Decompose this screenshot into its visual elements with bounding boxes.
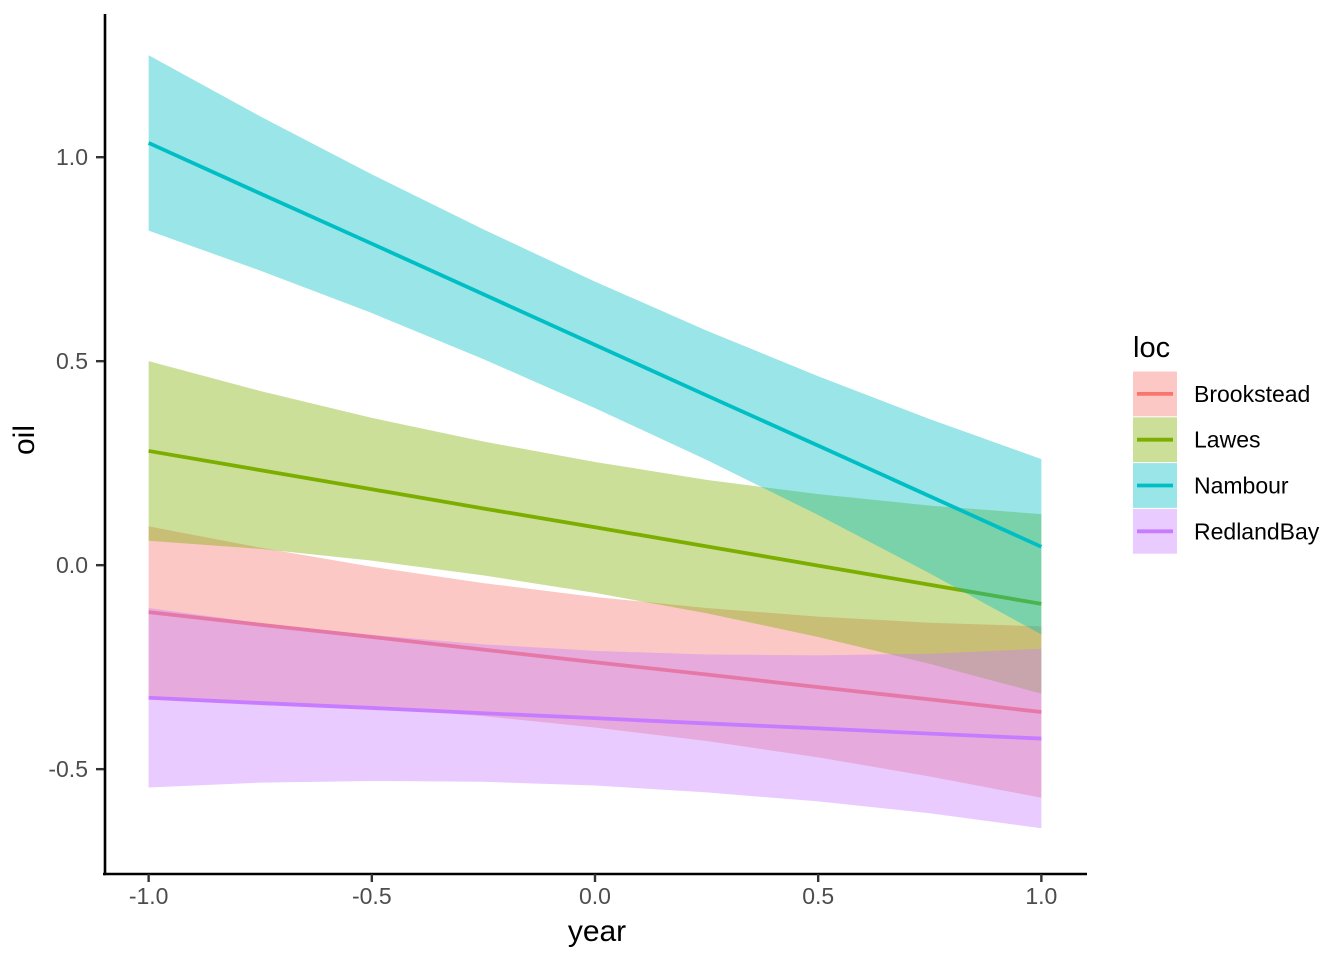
y-axis-title: oil — [8, 425, 41, 455]
legend-label-redlandbay: RedlandBay — [1194, 518, 1320, 544]
y-tick-label: 0.5 — [56, 348, 88, 374]
legend-entry-lawes: Lawes — [1133, 417, 1260, 463]
legend-entry-nambour: Nambour — [1133, 463, 1289, 508]
x-tick-label: 0.0 — [579, 883, 611, 909]
x-tick-label: 0.5 — [802, 883, 834, 909]
legend-label-nambour: Nambour — [1194, 473, 1289, 499]
legend-entry-redlandbay: RedlandBay — [1133, 508, 1320, 554]
axes-layer: -1.0 -0.5 0.0 0.5 1.0 1.0 0.5 0.0 -0.5 — [48, 14, 1087, 909]
y-tick-label: -0.5 — [48, 756, 88, 782]
trend-line-lawes — [148, 449, 1042, 606]
x-tick-label: 1.0 — [1025, 883, 1057, 909]
legend-title: loc — [1133, 332, 1170, 364]
x-tick-label: -1.0 — [129, 883, 169, 909]
legend-label-lawes: Lawes — [1194, 427, 1260, 453]
legend-keys: Brookstead Lawes Nambour RedlandBay — [1133, 371, 1320, 554]
legend-entry-brookstead: Brookstead — [1133, 371, 1310, 417]
y-tick-label: 1.0 — [56, 144, 88, 170]
trend-line-redlandbay — [148, 695, 1042, 741]
trend-line-brookstead — [148, 610, 1042, 714]
trend-line-nambour — [147, 141, 1043, 549]
series-layer — [147, 55, 1043, 829]
legend-label-brookstead: Brookstead — [1194, 381, 1310, 407]
x-axis-title: year — [568, 915, 626, 948]
y-tick-label: 0.0 — [56, 552, 88, 578]
x-tick-label: -0.5 — [352, 883, 392, 909]
legend: loc Brookstead Lawes Nambour RedlandBay — [1133, 332, 1320, 554]
